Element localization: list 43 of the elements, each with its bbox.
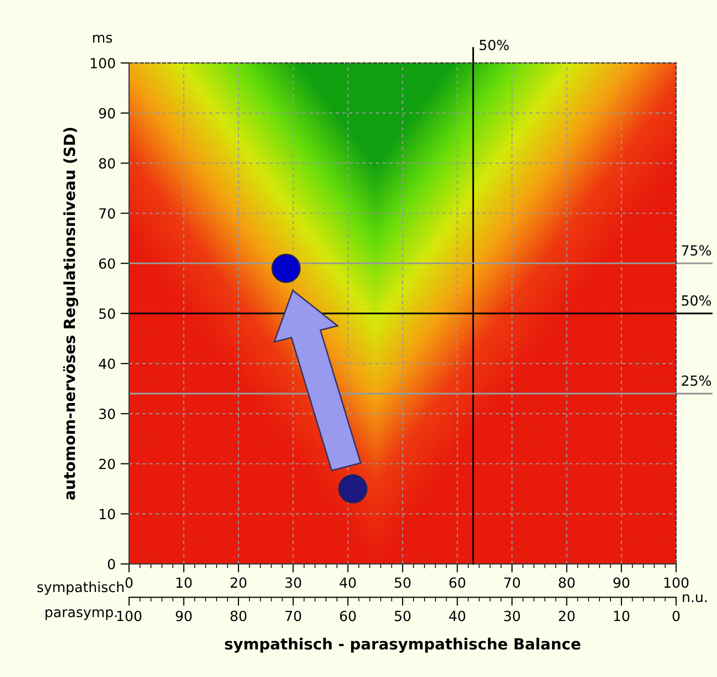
x2-tick-label: 100 (117, 610, 142, 622)
x2-tick-label: 30 (504, 610, 520, 622)
x2-tick-label: 10 (614, 610, 630, 622)
y-tick-label: 30 (99, 408, 115, 420)
annotation: 25% (682, 375, 711, 386)
x2-tick-label: 40 (449, 610, 466, 622)
x-tick-label: 0 (126, 577, 133, 588)
x2-tick-label: 20 (558, 610, 575, 622)
x-tick-label: 40 (340, 577, 356, 588)
x-tick-label: 90 (613, 577, 630, 588)
text: ms (93, 34, 112, 43)
text: sympathisch (37, 581, 124, 595)
x2-tick-label: 0 (672, 610, 680, 622)
y-tick-label: 40 (98, 358, 115, 370)
x-tick-label: 50 (394, 577, 411, 588)
x-tick-label: 70 (504, 577, 520, 588)
y-tick-label: 100 (90, 58, 115, 68)
x2-tick-label: 80 (230, 610, 246, 622)
x-tick-label: 60 (449, 577, 466, 588)
x2-tick-label: 50 (394, 610, 411, 622)
annotation: 50% (682, 295, 711, 306)
y-tick-label: 0 (108, 558, 115, 570)
annotation: 50% (480, 40, 509, 50)
y-tick-label: 10 (100, 508, 115, 520)
text: parasymp. (46, 609, 117, 620)
y-tick-label: 60 (99, 258, 115, 269)
x-axis-title: sympathisch - parasympathische Balance (224, 638, 580, 653)
y-tick-label: 20 (99, 458, 115, 470)
x-tick-label: 100 (664, 577, 688, 588)
x-tick-label: 80 (558, 577, 575, 588)
y-tick-label: 80 (99, 158, 115, 169)
y-tick-label: 70 (99, 208, 115, 219)
annotation: 75% (682, 245, 711, 256)
x2-tick-label: 90 (176, 610, 192, 622)
y-tick-label: 50 (99, 308, 115, 319)
y-tick-label: 90 (99, 108, 115, 119)
x-tick-label: 30 (285, 577, 302, 588)
x2-tick-label: 70 (285, 610, 302, 622)
text: n.u. (682, 594, 707, 602)
x-tick-label: 10 (176, 577, 192, 588)
y-axis-title: automom-nervöses Regulationsniveau (SD) (63, 128, 78, 500)
x-tick-label: 20 (230, 577, 246, 588)
x2-tick-label: 60 (340, 610, 356, 622)
